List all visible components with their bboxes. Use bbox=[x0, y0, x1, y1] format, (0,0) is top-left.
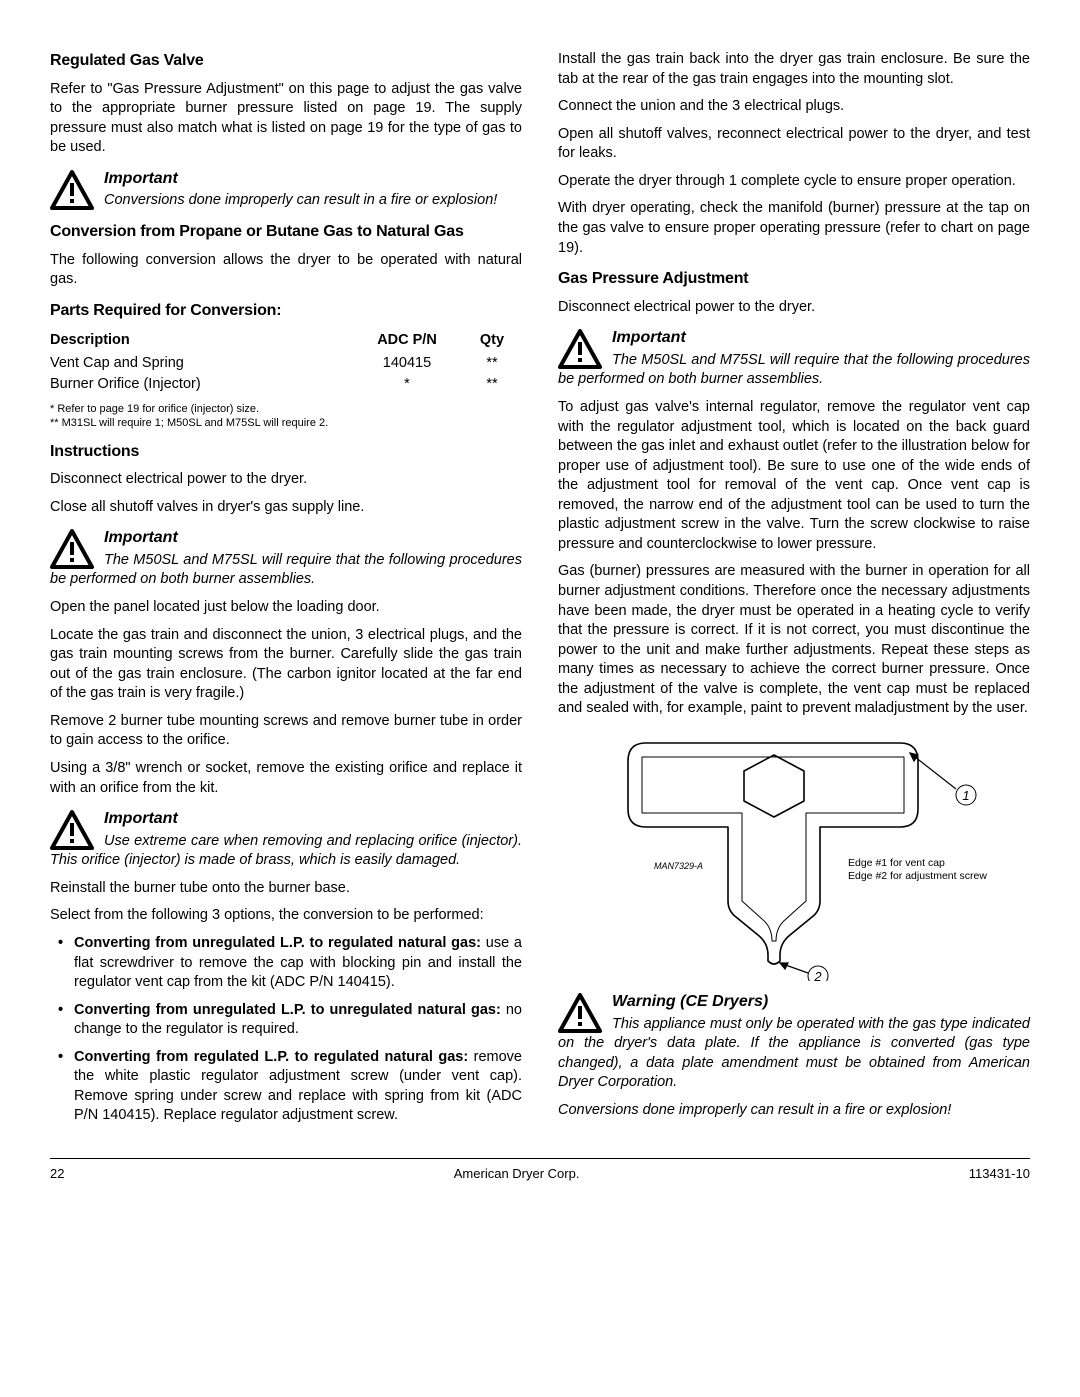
footer-docnum: 113431-10 bbox=[969, 1165, 1030, 1183]
important-callout: Important Use extreme care when removing… bbox=[50, 808, 522, 871]
paragraph: Disconnect electrical power to the dryer… bbox=[558, 298, 1030, 318]
callout-text: The M50SL and M75SL will require that th… bbox=[558, 351, 1030, 390]
warning-triangle-icon bbox=[558, 993, 602, 1033]
paragraph: Open all shutoff valves, reconnect elect… bbox=[558, 125, 1030, 164]
paragraph: To adjust gas valve's internal regulator… bbox=[558, 398, 1030, 555]
callout-text: The M50SL and M75SL will require that th… bbox=[50, 551, 522, 590]
heading-conversion: Conversion from Propane or Butane Gas to… bbox=[50, 221, 522, 243]
heading-regulated-gas-valve: Regulated Gas Valve bbox=[50, 50, 522, 72]
diagram-edge2-label: Edge #2 for adjustment screw bbox=[848, 870, 987, 883]
adjustment-tool-diagram: 1 2 MAN7329-A Edge #1 for vent cap Edge … bbox=[558, 731, 1030, 981]
list-item: Converting from regulated L.P. to regula… bbox=[74, 1048, 522, 1126]
conversion-options-list: Converting from unregulated L.P. to regu… bbox=[50, 934, 522, 1126]
paragraph: Select from the following 3 options, the… bbox=[50, 906, 522, 926]
diagram-circle-2: 2 bbox=[813, 969, 822, 981]
paragraph: Gas (burner) pressures are measured with… bbox=[558, 562, 1030, 719]
callout-text: Use extreme care when removing and repla… bbox=[50, 832, 522, 871]
th-qty: Qty bbox=[462, 329, 522, 353]
option-lead: Converting from unregulated L.P. to regu… bbox=[74, 935, 481, 951]
page-footer: 22 American Dryer Corp. 113431-10 bbox=[50, 1158, 1030, 1183]
table-header-row: Description ADC P/N Qty bbox=[50, 329, 522, 353]
warning-triangle-icon bbox=[50, 170, 94, 210]
table-footnotes: * Refer to page 19 for orifice (injector… bbox=[50, 402, 522, 431]
heading-instructions: Instructions bbox=[50, 441, 522, 463]
paragraph: Install the gas train back into the drye… bbox=[558, 50, 1030, 89]
td: Vent Cap and Spring bbox=[50, 353, 352, 375]
footer-page-number: 22 bbox=[50, 1165, 64, 1183]
td: Burner Orifice (Injector) bbox=[50, 374, 352, 396]
diagram-circle-1: 1 bbox=[962, 788, 969, 803]
td: ** bbox=[462, 374, 522, 396]
footer-center: American Dryer Corp. bbox=[454, 1165, 580, 1183]
important-callout: Important Conversions done improperly ca… bbox=[50, 168, 522, 211]
td: ** bbox=[462, 353, 522, 375]
diagram-man-label: MAN7329-A bbox=[654, 861, 703, 872]
paragraph: Refer to "Gas Pressure Adjustment" on th… bbox=[50, 80, 522, 158]
paragraph: Open the panel located just below the lo… bbox=[50, 598, 522, 618]
heading-gas-pressure-adjustment: Gas Pressure Adjustment bbox=[558, 268, 1030, 290]
diagram-svg: 1 2 bbox=[558, 731, 1028, 981]
warning-triangle-icon bbox=[50, 529, 94, 569]
callout-title: Important bbox=[558, 327, 1030, 349]
callout-text: This appliance must only be operated wit… bbox=[558, 1015, 1030, 1093]
paragraph: Reinstall the burner tube onto the burne… bbox=[50, 879, 522, 899]
heading-parts-required: Parts Required for Conversion: bbox=[50, 300, 522, 322]
diagram-edge-labels: Edge #1 for vent cap Edge #2 for adjustm… bbox=[848, 857, 987, 883]
warning-triangle-icon bbox=[558, 329, 602, 369]
paragraph: Remove 2 burner tube mounting screws and… bbox=[50, 712, 522, 751]
paragraph: Locate the gas train and disconnect the … bbox=[50, 626, 522, 704]
paragraph: With dryer operating, check the manifold… bbox=[558, 199, 1030, 258]
table-row: Burner Orifice (Injector) * ** bbox=[50, 374, 522, 396]
footnote: * Refer to page 19 for orifice (injector… bbox=[50, 402, 522, 416]
paragraph: The following conversion allows the drye… bbox=[50, 251, 522, 290]
th-adcpn: ADC P/N bbox=[352, 329, 462, 353]
paragraph: Operate the dryer through 1 complete cyc… bbox=[558, 172, 1030, 192]
callout-title: Important bbox=[50, 808, 522, 830]
footnote: ** M31SL will require 1; M50SL and M75SL… bbox=[50, 416, 522, 430]
paragraph: Disconnect electrical power to the dryer… bbox=[50, 470, 522, 490]
list-item: Converting from unregulated L.P. to regu… bbox=[74, 934, 522, 993]
option-lead: Converting from unregulated L.P. to unre… bbox=[74, 1002, 501, 1018]
th-description: Description bbox=[50, 329, 352, 353]
important-callout: Important The M50SL and M75SL will requi… bbox=[558, 327, 1030, 390]
callout-title: Important bbox=[50, 527, 522, 549]
paragraph: Close all shutoff valves in dryer's gas … bbox=[50, 498, 522, 518]
option-lead: Converting from regulated L.P. to regula… bbox=[74, 1049, 468, 1065]
warning-callout: Warning (CE Dryers) This appliance must … bbox=[558, 991, 1030, 1093]
important-callout: Important The M50SL and M75SL will requi… bbox=[50, 527, 522, 590]
warning-extra-text: Conversions done improperly can result i… bbox=[558, 1101, 1030, 1121]
td: 140415 bbox=[352, 353, 462, 375]
table-row: Vent Cap and Spring 140415 ** bbox=[50, 353, 522, 375]
warning-triangle-icon bbox=[50, 810, 94, 850]
left-column: Regulated Gas Valve Refer to "Gas Pressu… bbox=[50, 50, 522, 1134]
td: * bbox=[352, 374, 462, 396]
list-item: Converting from unregulated L.P. to unre… bbox=[74, 1001, 522, 1040]
callout-title: Important bbox=[50, 168, 522, 190]
paragraph: Connect the union and the 3 electrical p… bbox=[558, 97, 1030, 117]
paragraph: Using a 3/8" wrench or socket, remove th… bbox=[50, 759, 522, 798]
right-column: Install the gas train back into the drye… bbox=[558, 50, 1030, 1134]
page-columns: Regulated Gas Valve Refer to "Gas Pressu… bbox=[50, 50, 1030, 1134]
callout-title: Warning (CE Dryers) bbox=[558, 991, 1030, 1013]
diagram-edge1-label: Edge #1 for vent cap bbox=[848, 857, 987, 870]
callout-text: Conversions done improperly can result i… bbox=[50, 191, 522, 211]
parts-table: Description ADC P/N Qty Vent Cap and Spr… bbox=[50, 329, 522, 396]
